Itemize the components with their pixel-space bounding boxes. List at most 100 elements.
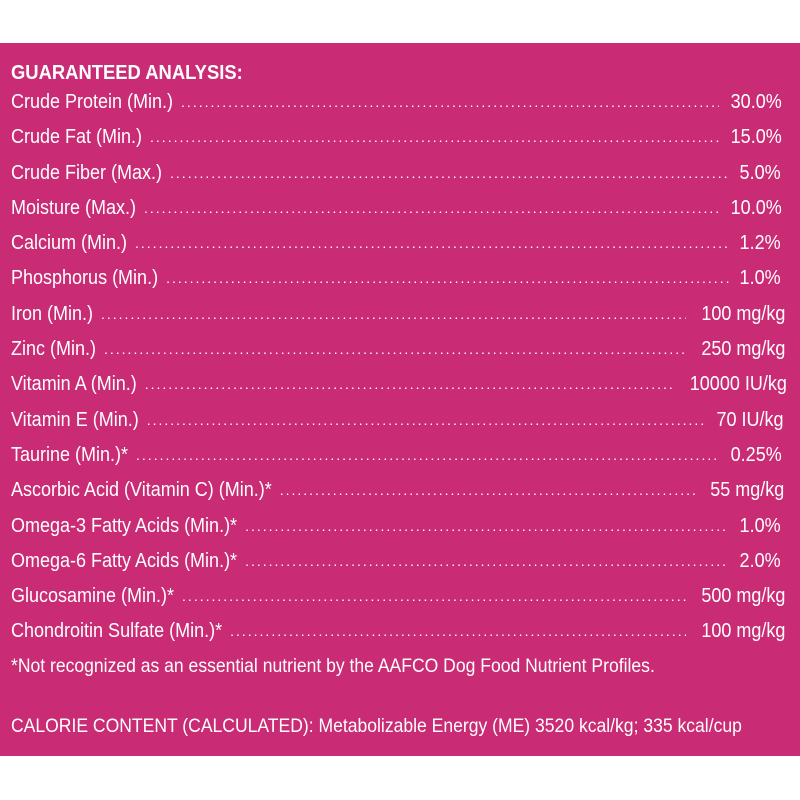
nutrient-row: Vitamin E (Min.) 70 IU/kg (11, 406, 783, 441)
calorie-content-text: CALORIE CONTENT (CALCULATED): Metaboliza… (11, 714, 742, 737)
nutrient-label: Omega-6 Fatty Acids (Min.)* (11, 547, 237, 575)
nutrient-label: Zinc (Min.) (11, 335, 96, 363)
nutrient-row: Ascorbic Acid (Vitamin C) (Min.)* 55 mg/k… (11, 476, 784, 511)
dot-leader (150, 123, 719, 151)
dot-leader (104, 335, 686, 363)
dot-leader (166, 264, 729, 292)
nutrient-label: Crude Protein (Min.) (11, 88, 173, 116)
dot-leader (245, 512, 729, 540)
dot-leader (181, 88, 719, 116)
dot-leader (145, 370, 673, 398)
dot-leader (136, 441, 719, 469)
nutrient-label-text: Vitamin A (Min.) (11, 373, 137, 396)
nutrient-value: 30.0% (725, 88, 782, 116)
nutrient-value-text: 100 mg/kg (701, 302, 786, 325)
dot-leader (101, 300, 686, 328)
dot-leader (182, 582, 686, 610)
nutrient-value: 10.0% (725, 194, 782, 222)
nutrient-value-text: 15.0% (730, 126, 782, 149)
nutrient-label-text: Omega-3 Fatty Acids (Min.)* (11, 514, 238, 537)
nutrient-value: 15.0% (725, 123, 782, 151)
nutrient-value: 100 mg/kg (692, 617, 785, 645)
nutrient-label-text: Vitamin E (Min.) (11, 408, 139, 431)
nutrient-label-text: Moisture (Max.) (11, 196, 137, 219)
nutrient-label: Moisture (Max.) (11, 194, 136, 222)
nutrient-value-text: 1.0% (739, 514, 781, 537)
nutrient-value: 1.0% (735, 512, 781, 540)
dot-leader (245, 547, 729, 575)
nutrient-row: Moisture (Max.) 10.0% (11, 194, 782, 229)
nutrient-value-text: 250 mg/kg (701, 338, 786, 361)
nutrient-value-text: 1.0% (739, 267, 781, 290)
nutrient-label-text: Crude Fiber (Max.) (11, 161, 163, 184)
calorie-content: CALORIE CONTENT (CALCULATED): Metaboliza… (11, 713, 776, 739)
nutrient-value: 1.0% (735, 264, 781, 292)
footnote: *Not recognized as an essential nutrient… (11, 653, 776, 679)
nutrient-row: Crude Fat (Min.) 15.0% (11, 123, 782, 158)
nutrient-label-text: Calcium (Min.) (11, 232, 128, 255)
nutrient-value: 55 mg/kg (702, 476, 784, 504)
guaranteed-analysis-heading: GUARANTEED ANALYSIS: (11, 62, 243, 84)
nutrient-value: 70 IU/kg (709, 406, 783, 434)
nutrient-value: 2.0% (735, 547, 781, 575)
nutrient-value-text: 0.25% (730, 443, 782, 466)
footnote-text: *Not recognized as an essential nutrient… (11, 654, 655, 677)
nutrient-row: Glucosamine (Min.)* 500 mg/kg (11, 582, 785, 617)
nutrient-row: Calcium (Min.) 1.2% (11, 229, 781, 264)
nutrient-value-text: 100 mg/kg (701, 620, 786, 643)
nutrient-value-text: 1.2% (739, 232, 781, 255)
nutrient-value-text: 2.0% (739, 549, 781, 572)
nutrient-row: Iron (Min.) 100 mg/kg (11, 300, 785, 335)
nutrient-value: 250 mg/kg (692, 335, 785, 363)
nutrient-label: Phosphorus (Min.) (11, 264, 158, 292)
dot-leader (170, 159, 729, 187)
nutrient-label-text: Chondroitin Sulfate (Min.)* (11, 620, 223, 643)
nutrient-label: Crude Fiber (Max.) (11, 159, 162, 187)
nutrient-row: Zinc (Min.) 250 mg/kg (11, 335, 785, 370)
nutrient-value-text: 5.0% (739, 161, 781, 184)
nutrient-label: Glucosamine (Min.)* (11, 582, 174, 610)
nutrient-row: Omega-6 Fatty Acids (Min.)* 2.0% (11, 547, 781, 582)
nutrient-label: Iron (Min.) (11, 300, 93, 328)
nutrient-value: 10000 IU/kg (679, 370, 787, 398)
nutrient-value: 5.0% (735, 159, 781, 187)
nutrient-label-text: Phosphorus (Min.) (11, 267, 159, 290)
nutrient-label: Omega-3 Fatty Acids (Min.)* (11, 512, 237, 540)
nutrient-label-text: Zinc (Min.) (11, 338, 97, 361)
nutrient-label-text: Glucosamine (Min.)* (11, 585, 175, 608)
nutrient-row: Crude Fiber (Max.) 5.0% (11, 159, 781, 194)
nutrient-value-text: 30.0% (730, 91, 782, 113)
nutrient-value: 1.2% (735, 229, 781, 257)
nutrient-row: Crude Protein (Min.) 30.0% (11, 88, 782, 123)
nutrient-label-text: Taurine (Min.)* (11, 443, 129, 466)
nutrient-row: Taurine (Min.)* 0.25% (11, 441, 782, 476)
nutrient-label-text: Ascorbic Acid (Vitamin C) (Min.)* (11, 479, 272, 502)
nutrient-value-text: 10.0% (730, 196, 782, 219)
nutrient-label: Calcium (Min.) (11, 229, 127, 257)
dot-leader (147, 406, 703, 434)
nutrient-label-text: Iron (Min.) (11, 302, 94, 325)
nutrient-value-text: 500 mg/kg (701, 585, 786, 608)
guaranteed-analysis-panel: GUARANTEED ANALYSIS: Crude Protein (Min.… (0, 43, 800, 756)
nutrient-row: Omega-3 Fatty Acids (Min.)* 1.0% (11, 512, 781, 547)
dot-leader (144, 194, 719, 222)
nutrient-value-text: 70 IU/kg (716, 408, 784, 431)
nutrient-value: 100 mg/kg (692, 300, 785, 328)
nutrient-label-text: Omega-6 Fatty Acids (Min.)* (11, 549, 238, 572)
nutrient-label: Chondroitin Sulfate (Min.)* (11, 617, 222, 645)
nutrient-label: Ascorbic Acid (Vitamin C) (Min.)* (11, 476, 272, 504)
dot-leader (230, 617, 686, 645)
nutrient-row: Phosphorus (Min.) 1.0% (11, 264, 781, 299)
nutrient-label: Taurine (Min.)* (11, 441, 128, 469)
dot-leader (280, 476, 696, 504)
nutrient-list: Crude Protein (Min.) 30.0% Crude Fat (Min.… (11, 88, 787, 653)
nutrient-label: Vitamin A (Min.) (11, 370, 137, 398)
nutrient-value: 0.25% (725, 441, 782, 469)
nutrient-value-text: 55 mg/kg (710, 479, 785, 502)
nutrient-label: Vitamin E (Min.) (11, 406, 139, 434)
nutrient-label-text: Crude Protein (Min.) (11, 91, 174, 113)
dot-leader (135, 229, 729, 257)
nutrient-row: Chondroitin Sulfate (Min.)* 100 mg/kg (11, 617, 785, 652)
nutrient-value: 500 mg/kg (692, 582, 785, 610)
nutrient-row: Vitamin A (Min.) 10000 IU/kg (11, 370, 787, 405)
